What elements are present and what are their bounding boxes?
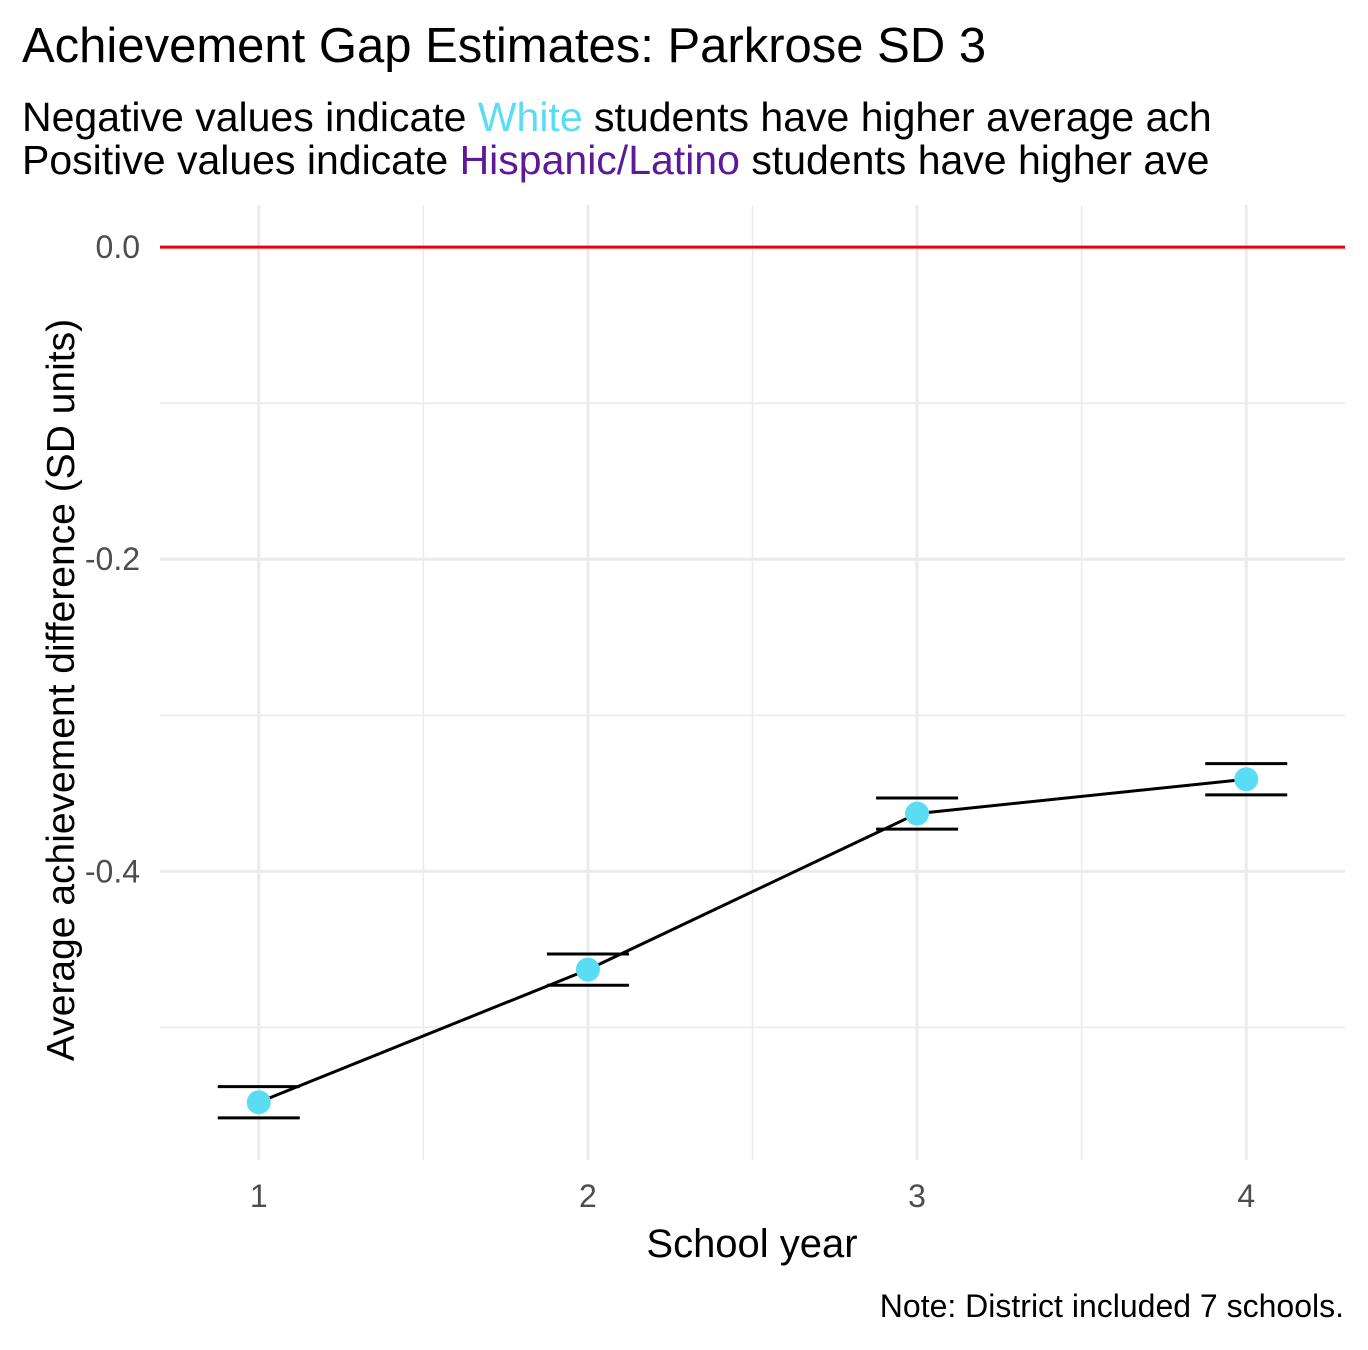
data-point bbox=[905, 801, 930, 826]
y-tick-label: 0.0 bbox=[96, 229, 140, 265]
x-tick-label: 4 bbox=[1237, 1178, 1255, 1214]
x-axis-label: School year bbox=[646, 1222, 858, 1266]
chart-title: Achievement Gap Estimates: Parkrose SD 3 bbox=[22, 19, 987, 73]
y-axis-label: Average achievement difference (SD units… bbox=[40, 318, 83, 1062]
subtitle-line-2: Positive values indicate Hispanic/Latino… bbox=[22, 137, 1209, 184]
subtitle-1-suffix: students have higher average ach bbox=[582, 94, 1212, 140]
x-tick-label: 1 bbox=[250, 1178, 268, 1214]
subtitle-line-1: Negative values indicate White students … bbox=[22, 94, 1212, 141]
subtitle-2-prefix: Positive values indicate bbox=[22, 137, 460, 183]
y-tick-label: -0.4 bbox=[85, 853, 140, 889]
y-tick-label: -0.2 bbox=[85, 541, 140, 577]
subtitle-2-suffix: students have higher ave bbox=[739, 137, 1210, 183]
subtitle-1-prefix: Negative values indicate bbox=[22, 94, 478, 140]
subtitle-white-group: White bbox=[477, 94, 583, 140]
x-tick-label: 2 bbox=[579, 1178, 597, 1214]
data-point bbox=[575, 957, 600, 982]
data-point bbox=[246, 1090, 271, 1115]
x-tick-label: 3 bbox=[908, 1178, 926, 1214]
caption-note: Note: District included 7 schools. bbox=[879, 1288, 1344, 1324]
subtitle-hispanic-group: Hispanic/Latino bbox=[459, 137, 740, 183]
data-point bbox=[1234, 767, 1259, 792]
series-line bbox=[258, 777, 1247, 1104]
